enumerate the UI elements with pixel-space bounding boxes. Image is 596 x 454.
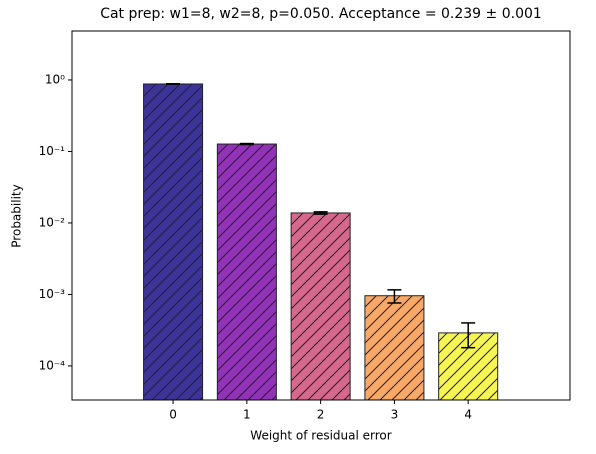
- bar-group: [143, 83, 204, 401]
- x-tick-label: 0: [169, 408, 177, 422]
- x-tick-label: 3: [391, 408, 399, 422]
- x-axis-label: Weight of residual error: [250, 429, 391, 443]
- bar-group: [438, 322, 499, 401]
- y-axis-label: Probability: [10, 184, 24, 247]
- bar-group: [364, 289, 425, 401]
- plot-area: 10⁰ 10⁻¹ 10⁻² 10⁻³ 10⁻⁴ 0 1 2 3 4: [39, 72, 499, 422]
- chart-title: Cat prep: w1=8, w2=8, p=0.050. Acceptanc…: [100, 6, 542, 22]
- bar-hatch: [217, 144, 277, 400]
- x-tick-label: 4: [464, 408, 472, 422]
- axes-frame: [71, 30, 571, 401]
- x-tick-label: 1: [243, 408, 251, 422]
- x-tick-label: 2: [317, 408, 325, 422]
- bar-hatch: [364, 295, 424, 400]
- bar-group: [216, 142, 277, 401]
- bar-hatch: [291, 212, 351, 400]
- y-tick-label: 10⁻¹: [39, 144, 66, 158]
- bar-hatch: [143, 83, 203, 401]
- y-tick-label: 10⁻²: [39, 215, 66, 229]
- y-tick-label: 10⁻⁴: [39, 358, 66, 372]
- y-tick-label: 10⁰: [45, 72, 65, 86]
- bar-group: [290, 211, 351, 401]
- y-tick-label: 10⁻³: [39, 287, 66, 301]
